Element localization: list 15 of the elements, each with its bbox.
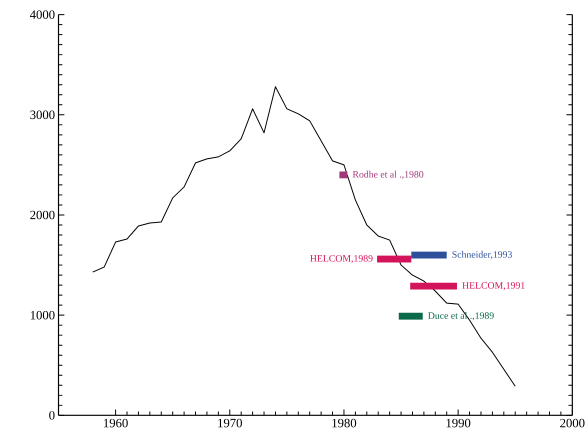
y-tick-label: 2000 (30, 210, 55, 220)
x-tick-label: 1980 (332, 418, 356, 428)
y-tick-label: 3000 (30, 110, 55, 120)
series-label: Rodhe et al .,1980 (352, 170, 424, 180)
series-label: Duce et al .,1989 (428, 312, 494, 320)
y-tick-label: 4000 (30, 10, 55, 19)
series-label: HELCOM,1989 (310, 255, 373, 264)
series-label: Schneider,1993 (452, 250, 512, 260)
x-tick-label: 1960 (104, 418, 128, 428)
series-label: HELCOM,1991 (462, 282, 525, 290)
x-tick-label: 2000 (560, 418, 585, 428)
y-tick-label: 0 (49, 411, 55, 420)
x-tick-label: 1970 (218, 418, 242, 428)
x-tick-label: 1990 (446, 418, 470, 428)
y-tick-label: 1000 (30, 310, 55, 320)
